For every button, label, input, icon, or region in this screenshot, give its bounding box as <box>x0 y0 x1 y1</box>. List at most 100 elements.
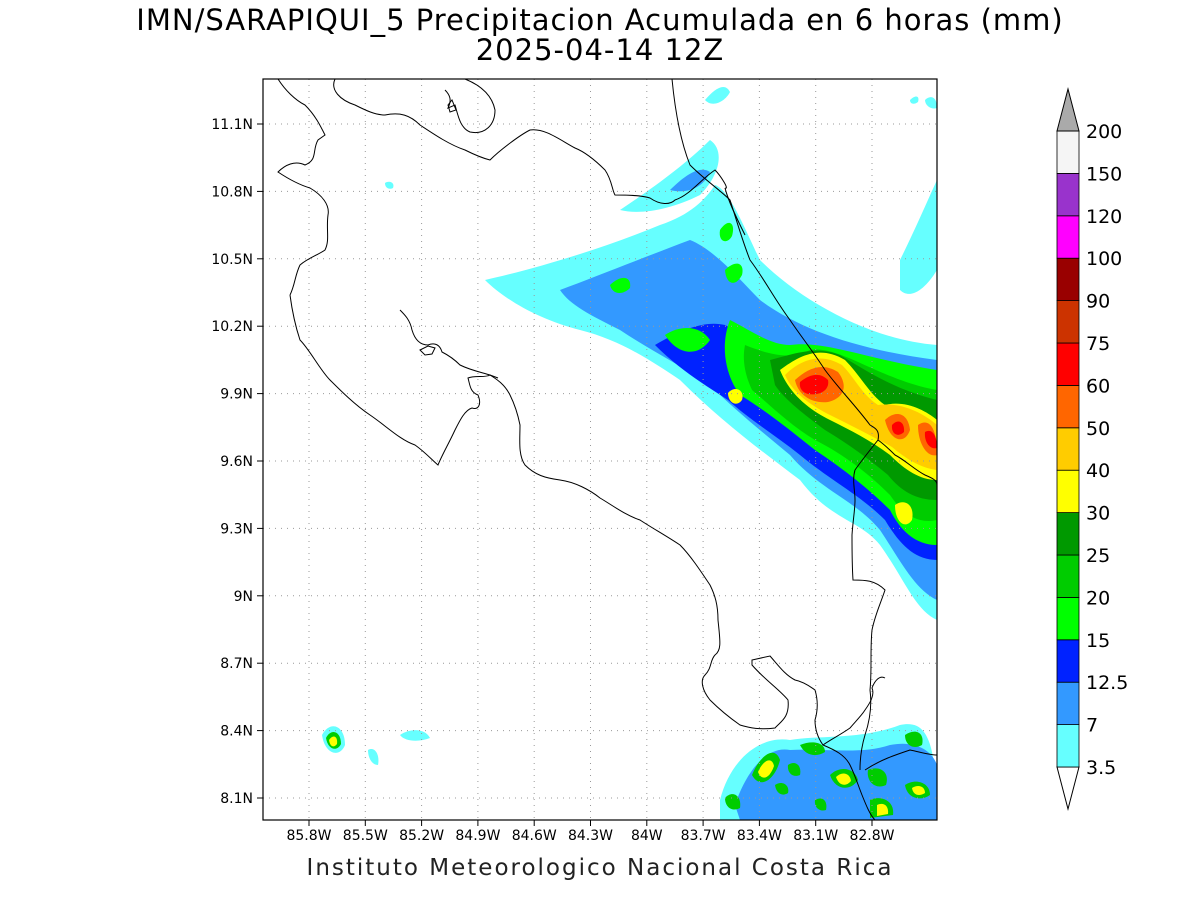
precip-spot-ne-b <box>910 96 919 104</box>
colorbar-swatch <box>1056 215 1080 259</box>
coastline-lake-north <box>444 79 496 134</box>
coastline-gulf-nicoya <box>399 309 499 379</box>
colorbar-label: 60 <box>1086 375 1110 397</box>
colorbar-legend: 3.5 7 12.5 15 20 25 30 40 50 60 75 90 100 120 150 200 <box>1056 87 1128 811</box>
lon-tick-label: 83.1W <box>793 828 838 844</box>
colorbar-swatch <box>1056 724 1080 768</box>
precip-cells-south-n <box>775 782 789 795</box>
precip-band-60-c <box>924 430 937 449</box>
lat-tick-label: 8.7N <box>220 656 253 672</box>
precip-band-15-c <box>610 277 631 294</box>
precip-spot-west-c <box>329 736 338 747</box>
colorbar-top-arrow <box>1056 87 1080 132</box>
colorbar-label: 3.5 <box>1086 757 1116 779</box>
precip-band-15-d <box>725 263 743 283</box>
colorbar-label: 90 <box>1086 291 1110 313</box>
colorbar-label: 15 <box>1086 630 1110 652</box>
lon-tick-label: 84W <box>631 828 663 844</box>
precip-band-30-b <box>895 502 913 525</box>
border-nicaragua <box>724 187 746 236</box>
lat-tick-label: 9.3N <box>220 521 253 537</box>
longitude-axis: 85.8W 85.5W 85.2W 84.9W 84.6W 84.3W 84W 83.7W 83… <box>286 820 895 844</box>
coastline-panama-south <box>822 744 876 820</box>
precip-band-60 <box>799 374 829 395</box>
precip-cells-south-o <box>787 763 801 776</box>
colorbar-label: 50 <box>1086 418 1110 440</box>
colorbar-label: 12.5 <box>1086 672 1128 694</box>
footer-credit: Instituto Meteorologico Nacional Costa R… <box>306 855 894 881</box>
colorbar-label: 30 <box>1086 503 1110 525</box>
coastline-panama-bay <box>864 749 937 771</box>
colorbar-label: 120 <box>1086 206 1122 228</box>
precip-cells-south-q <box>814 798 827 811</box>
precip-cells-south-g <box>800 742 825 756</box>
precip-band-15-e <box>719 222 734 242</box>
colorbar-label: 200 <box>1086 121 1122 143</box>
lon-tick-label: 85.2W <box>399 828 444 844</box>
precip-cells-south-j <box>912 785 925 796</box>
precip-cells-south-d <box>758 760 774 778</box>
coastline-nicaragua-lake <box>333 79 727 204</box>
colorbar-swatch <box>1056 597 1080 641</box>
colorbar-swatch <box>1056 384 1080 429</box>
colorbar-label: 7 <box>1086 715 1098 737</box>
lat-tick-label: 8.4N <box>220 724 253 740</box>
precip-band-30-c <box>728 389 743 404</box>
lat-tick-label: 10.2N <box>211 319 253 335</box>
lat-tick-label: 9N <box>234 589 253 605</box>
lon-tick-label: 83.7W <box>681 828 726 844</box>
coastline-pacific <box>289 294 886 746</box>
colorbar-swatch <box>1056 512 1080 556</box>
precip-cells-south-l <box>877 803 889 816</box>
precip-cells-south-h <box>867 768 887 787</box>
precip-band-3-5-b <box>620 140 719 212</box>
lon-tick-label: 82.8W <box>849 828 894 844</box>
colorbar-label: 20 <box>1086 587 1110 609</box>
lat-tick-label: 9.9N <box>220 387 253 403</box>
lat-tick-label: 11.1N <box>211 117 253 133</box>
colorbar-label: 75 <box>1086 333 1110 355</box>
precip-band-15-b <box>665 328 710 352</box>
colorbar-swatch <box>1056 172 1080 217</box>
coastline-nicaragua-north <box>277 79 329 296</box>
coastline-chira-island <box>419 345 436 356</box>
precip-band-7 <box>560 240 937 600</box>
colorbar-swatch <box>1056 257 1080 302</box>
colorbar-label: 150 <box>1086 163 1122 185</box>
colorbar-swatch <box>1056 427 1080 471</box>
colorbar-label: 25 <box>1086 545 1110 567</box>
colorbar-swatch <box>1056 300 1080 344</box>
lon-tick-label: 84.3W <box>568 828 613 844</box>
latitude-axis: 11.1N 10.8N 10.5N 10.2N 9.9N 9.6N 9.3N 9N 8.7N 8.… <box>211 117 263 807</box>
lat-lon-grid <box>263 79 937 820</box>
precipitation-field <box>322 86 937 820</box>
precip-spot-ne <box>925 97 937 109</box>
colorbar-swatch <box>1056 130 1080 174</box>
lon-tick-label: 85.5W <box>343 828 388 844</box>
precip-cells-south-p <box>905 731 923 747</box>
precip-cells-south-m <box>725 794 741 810</box>
precip-spot-north <box>385 181 394 189</box>
lat-tick-label: 10.8N <box>211 184 253 200</box>
colorbar-swatch <box>1056 469 1080 514</box>
colorbar-swatch <box>1056 342 1080 386</box>
border-panama <box>851 439 886 771</box>
lat-tick-label: 8.1N <box>220 791 253 807</box>
lat-tick-label: 9.6N <box>220 454 253 470</box>
precip-cells-south-f <box>836 773 851 785</box>
plot-frame <box>262 78 938 821</box>
lon-tick-label: 84.9W <box>455 828 500 844</box>
coastline <box>277 79 937 820</box>
colorbar-swatch <box>1056 681 1080 726</box>
lon-tick-label: 83.4W <box>737 828 782 844</box>
coastline-caribbean <box>671 79 937 486</box>
colorbar-swatch <box>1056 554 1080 598</box>
precip-spot-west-d <box>400 730 430 741</box>
lon-tick-label: 85.8W <box>286 828 331 844</box>
lat-tick-label: 10.5N <box>211 252 253 268</box>
coastline-island <box>447 99 457 113</box>
precip-band-3-5-d <box>900 180 937 294</box>
precip-spot-west-e <box>368 749 379 765</box>
lon-tick-label: 84.6W <box>512 828 557 844</box>
